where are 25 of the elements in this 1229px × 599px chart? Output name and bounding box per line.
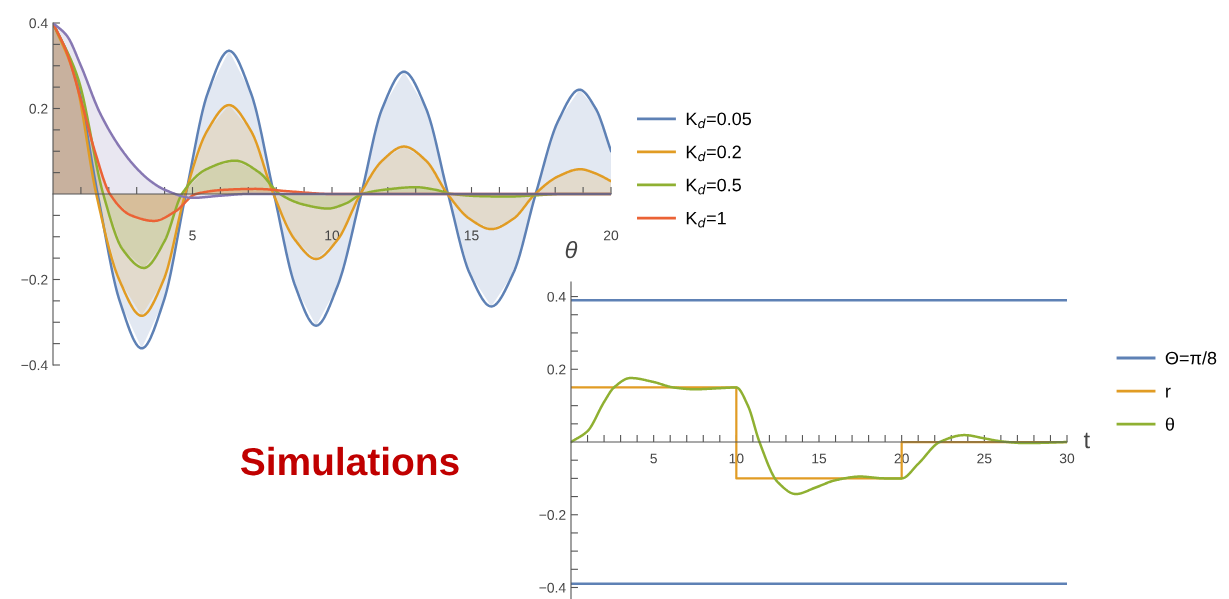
x-tick-label: 30 (1059, 453, 1075, 464)
legend-label: Θ=π/8 (1165, 351, 1217, 365)
legend-label: K$_{d}$=1 (686, 211, 726, 228)
x-tick-label: 5 (650, 453, 657, 464)
y-tick-label: −0.4 (539, 582, 566, 593)
y-tick-label: −0.2 (21, 274, 48, 285)
legend-label: K$_{d}$=0.2 (686, 145, 741, 162)
y-tick-label: 0.2 (547, 364, 566, 375)
text: Simulations (240, 446, 459, 476)
y-tick-label: −0.4 (21, 360, 48, 371)
legend-label: K$_{d}$=0.05 (686, 112, 752, 129)
x-tick-label: 25 (977, 453, 992, 464)
legend-label: r (1166, 387, 1171, 398)
legend-label: θ (1165, 417, 1175, 431)
y-axis-title: θ (565, 241, 578, 259)
x-tick-label: 15 (812, 453, 827, 464)
x-tick-label: 15 (464, 230, 479, 241)
x-tick-label: 20 (603, 230, 619, 241)
y-tick-label: 0.2 (29, 103, 48, 114)
x-tick-label: 5 (189, 230, 196, 241)
y-tick-label: 0.4 (29, 18, 48, 29)
y-tick-label: 0.4 (547, 291, 566, 302)
y-tick-label: −0.2 (539, 510, 566, 520)
x-axis-title: t (1083, 432, 1090, 449)
legend-label: K$_{d}$=0.5 (686, 178, 741, 195)
